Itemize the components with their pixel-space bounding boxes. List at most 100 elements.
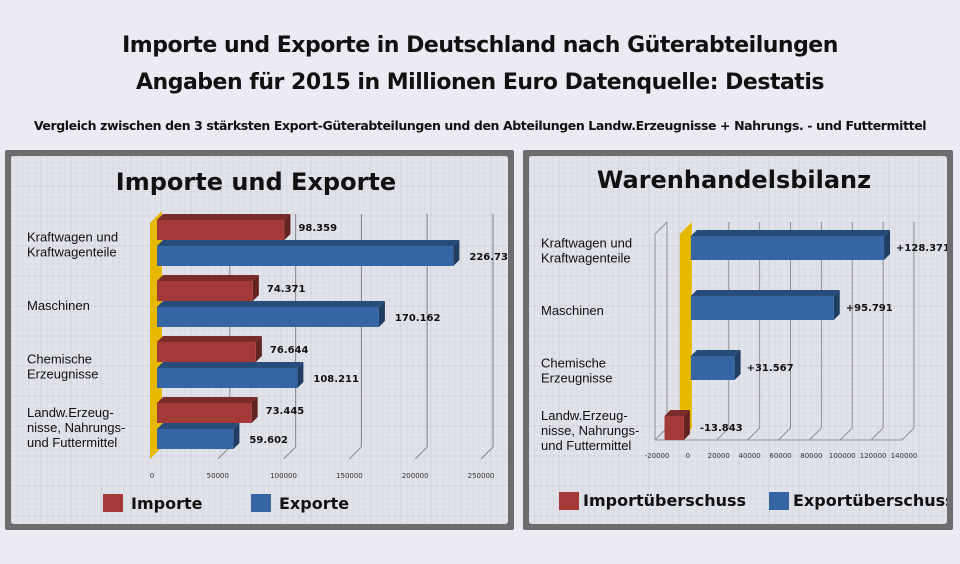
category-label-line: Landw.Erzeug-	[541, 408, 628, 423]
x-tick-label: 0	[686, 452, 690, 460]
export-bar-side	[378, 301, 385, 327]
floor-gridline	[901, 427, 915, 441]
category-label-line: Erzeugnisse	[541, 371, 613, 386]
floor-gridline	[809, 427, 822, 441]
category-label-line: und Futtermittel	[541, 438, 631, 453]
category-label-line: Kraftwagen und	[541, 236, 632, 251]
main-title: Importe und Exporte in Deutschland nach …	[122, 33, 838, 58]
category-label-line: Chemische	[541, 356, 606, 371]
balance-value-label: +95.791	[846, 303, 893, 314]
category-label: Chemische Erzeugnisse	[27, 352, 99, 382]
export-bar-side	[233, 423, 240, 449]
exportueberschuss-bar	[690, 356, 735, 380]
category-label-line: Chemische	[27, 352, 92, 367]
chart-title: Importe und Exporte	[116, 168, 396, 196]
legend-swatch-importueberschuss	[559, 492, 579, 510]
category-label: Maschinen	[541, 303, 604, 318]
category-label-line: Kraftwagenteile	[541, 251, 631, 266]
category-label-line: Kraftwagenteile	[27, 245, 117, 260]
import-bar	[157, 403, 252, 423]
import-bar	[157, 342, 256, 362]
category-label: Kraftwagen und Kraftwagenteile	[27, 230, 118, 260]
export-bar	[157, 368, 298, 388]
balance-value-label: +128.371	[896, 243, 947, 254]
import-bar	[157, 281, 253, 301]
export-bar	[157, 307, 379, 327]
zero-axis-wall	[679, 222, 692, 440]
export-bar-side	[453, 240, 460, 266]
export-bar-top	[157, 240, 460, 246]
x-tick-label: 140000	[891, 452, 918, 460]
legend-swatch-importe	[103, 494, 123, 512]
export-value-label: 108.211	[313, 374, 359, 385]
x-tick-label: 120000	[860, 452, 887, 460]
export-bar-top	[157, 301, 385, 307]
x-tick-label: 80000	[800, 452, 822, 460]
import-value-label: 74.371	[267, 284, 306, 295]
exportueberschuss-bar-side	[833, 290, 840, 320]
export-bar	[157, 246, 454, 266]
import-bar-top	[157, 214, 291, 220]
export-bar-side	[297, 362, 304, 388]
import-bar	[157, 220, 285, 240]
legend-swatch-exporte	[251, 494, 271, 512]
import-export-chart: Importe und Exporte Kraftwagen und Kraftwa…	[11, 156, 508, 524]
plot-background	[529, 156, 947, 524]
trade-balance-chart-panel: Warenhandelsbilanz Kraftwagen und Kraftwag…	[523, 150, 953, 530]
import-bar-side	[251, 397, 258, 423]
category-label-line: nisse, Nahrungs-	[27, 420, 125, 435]
importueberschuss-bar	[664, 416, 684, 440]
import-bar-top	[157, 275, 259, 281]
category-label: Landw.Erzeug-nisse, Nahrungs-und Futterm…	[541, 408, 639, 453]
category-label: Kraftwagen und Kraftwagenteile	[541, 236, 632, 266]
import-value-label: 76.644	[270, 345, 309, 356]
export-bar-top	[157, 362, 304, 368]
floor-gridline	[747, 427, 760, 441]
x-tick-label: 60000	[769, 452, 791, 460]
x-tick-label: 40000	[738, 452, 760, 460]
floor-gridline	[778, 427, 791, 441]
x-tick-label: 200000	[402, 472, 429, 480]
import-bar-top	[157, 397, 258, 403]
exportueberschuss-bar-top	[690, 230, 891, 236]
wall-edge	[654, 221, 668, 235]
x-tick-label: 100000	[829, 452, 856, 460]
category-label-line: Landw.Erzeug-	[27, 405, 114, 420]
legend-label-importueberschuss: Importüberschuss	[583, 491, 746, 510]
main-subtitle: Angaben für 2015 in Millionen Euro Daten…	[136, 70, 824, 95]
x-tick-label: -20000	[645, 452, 670, 460]
exportueberschuss-bar-side	[884, 230, 891, 260]
x-tick-label: 0	[150, 472, 154, 480]
comparison-note: Vergleich zwischen den 3 stärksten Expor…	[33, 118, 927, 133]
legend-label-exportueberschuss: Exportüberschuss	[793, 491, 947, 510]
category-label-line: und Futtermittel	[27, 435, 117, 450]
balance-value-label: +31.567	[747, 363, 794, 374]
category-label-line: nisse, Nahrungs-	[541, 423, 639, 438]
exportueberschuss-bar	[690, 296, 834, 320]
import-value-label: 73.445	[266, 406, 305, 417]
y-axis-wall	[150, 211, 162, 459]
exportueberschuss-bar-top	[690, 350, 741, 356]
category-label: Landw.Erzeug-nisse, Nahrungs-und Futterm…	[27, 405, 125, 450]
x-tick-label: 150000	[336, 472, 363, 480]
chart-title: Warenhandelsbilanz	[597, 166, 871, 194]
floor-gridline	[716, 427, 730, 441]
export-value-label: 59.602	[249, 435, 288, 446]
floor-gridline	[348, 446, 362, 460]
trade-balance-chart: Warenhandelsbilanz Kraftwagen und Kraftwag…	[529, 156, 947, 524]
category-label: Chemische Erzeugnisse	[541, 356, 613, 386]
export-bar	[157, 429, 234, 449]
category-label-line: Erzeugnisse	[27, 367, 99, 382]
category-label-line: Maschinen	[541, 303, 604, 318]
exportueberschuss-bar-top	[690, 290, 840, 296]
import-export-chart-panel: Importe und Exporte Kraftwagen und Kraftwa…	[5, 150, 514, 530]
importueberschuss-bar-side	[683, 410, 690, 440]
floor-gridline	[839, 427, 853, 441]
category-label-line: Maschinen	[27, 298, 90, 313]
legend-label-importe: Importe	[131, 494, 203, 513]
category-label-line: Kraftwagen und	[27, 230, 118, 245]
floor-gridline	[414, 446, 428, 460]
exportueberschuss-bar-side	[734, 350, 741, 380]
x-tick-label: 50000	[207, 472, 229, 480]
export-value-label: 170.162	[395, 313, 441, 324]
